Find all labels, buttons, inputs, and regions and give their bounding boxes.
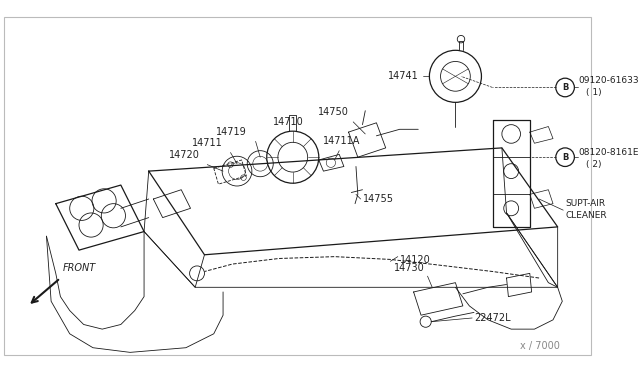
Text: 14719: 14719 [216, 127, 246, 137]
Text: 14741: 14741 [387, 71, 419, 81]
Text: B: B [562, 83, 568, 92]
Text: 22472L: 22472L [474, 313, 511, 323]
Text: ( 2): ( 2) [586, 160, 601, 169]
Text: 14711A: 14711A [323, 136, 361, 146]
Text: SUPT-AIR: SUPT-AIR [565, 199, 605, 208]
Text: 09120-61633: 09120-61633 [578, 76, 639, 84]
Text: 14750: 14750 [317, 107, 349, 117]
Text: 14120: 14120 [399, 255, 431, 265]
Text: 08120-8161E: 08120-8161E [578, 148, 639, 157]
Text: x / 7000: x / 7000 [520, 341, 561, 351]
Text: CLEANER: CLEANER [565, 211, 607, 220]
Text: FRONT: FRONT [63, 263, 97, 273]
Text: 14720: 14720 [169, 150, 200, 160]
Text: 14755: 14755 [362, 194, 394, 204]
Text: 14710: 14710 [273, 116, 303, 126]
Text: 14730: 14730 [394, 263, 424, 273]
Text: B: B [562, 153, 568, 162]
Text: 14711: 14711 [192, 138, 223, 148]
Text: ( 1): ( 1) [586, 88, 601, 97]
